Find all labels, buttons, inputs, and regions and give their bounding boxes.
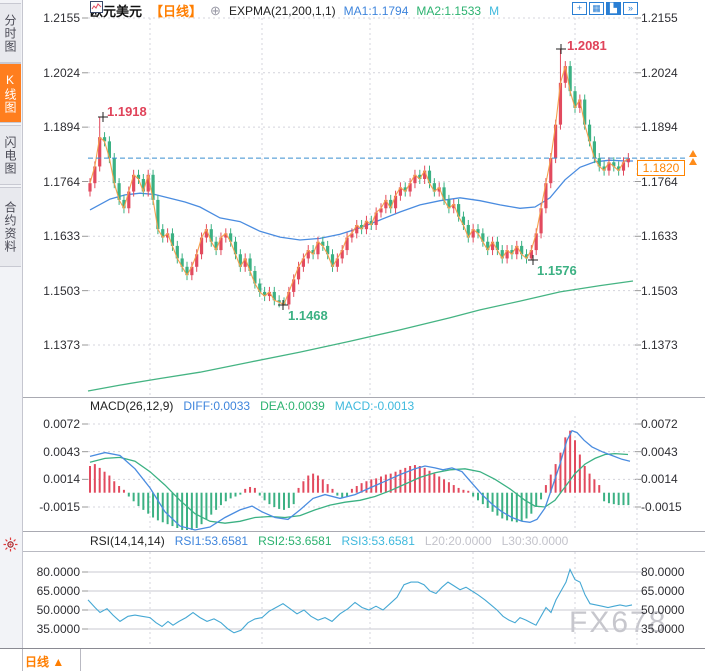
forward-icon[interactable]: » <box>623 2 638 15</box>
indicator-label: EXPMA(21,200,1,1) <box>228 3 336 18</box>
main-y-tick-left: 1.1503 <box>43 283 80 298</box>
triangle-up-icon: ▲ <box>52 655 65 669</box>
rsi-l30-value: L30:30.0000 <box>501 534 569 548</box>
rsi-title: RSI(14,14,14) <box>90 534 165 548</box>
annotation-swing-low: 1.1468 <box>288 308 328 323</box>
rsi-y-tick-right: 80.0000 <box>641 565 685 579</box>
macd-y-tick-right: 0.0072 <box>641 417 678 431</box>
main-y-tick-right: 1.2024 <box>641 65 678 80</box>
macd-diff-value: DIFF:0.0033 <box>183 399 251 413</box>
chart-style-icon[interactable] <box>90 1 103 13</box>
chart-type-sidebar: 分时图 K线图 闪电图 合约资料 <box>0 0 23 648</box>
rsi-y-tick-right: 65.0000 <box>641 584 685 598</box>
macd-y-tick-left: 0.0072 <box>43 417 80 431</box>
main-y-tick-left: 1.2024 <box>43 65 80 80</box>
main-y-tick-right: 1.1764 <box>641 174 678 189</box>
symbol-name: 欧元美元 <box>90 4 143 19</box>
main-y-tick-left: 1.1373 <box>43 338 80 352</box>
add-indicator-icon[interactable]: ⊕ <box>210 2 221 18</box>
macd-y-tick-right: 0.0014 <box>641 472 678 487</box>
grid-layout-icon[interactable]: ▦ <box>589 2 604 15</box>
move-icon[interactable]: + <box>572 2 587 15</box>
rsi-y-tick-right: 35.0000 <box>641 622 685 636</box>
macd-y-tick-left: -0.0015 <box>39 500 80 514</box>
period-selector-label: 日线 <box>25 655 50 669</box>
chart-toolbar: + ▦ ▙ » <box>572 2 638 15</box>
main-y-tick-right: 1.1633 <box>641 229 678 244</box>
annotation-swing-low: 1.1576 <box>537 263 577 278</box>
sidebar-tab-kline[interactable]: K线图 <box>0 63 21 123</box>
main-y-tick-left: 1.1894 <box>43 120 80 135</box>
macd-y-tick-left: 0.0043 <box>43 444 80 459</box>
panes-icon[interactable]: ▙ <box>606 2 621 15</box>
macd-y-tick-right: -0.0015 <box>641 500 682 514</box>
rsi-y-tick-right: 50.0000 <box>641 603 685 617</box>
rsi-y-tick-left: 50.0000 <box>36 603 80 617</box>
macd-y-tick-right: 0.0043 <box>641 444 678 459</box>
sidebar-tab-timeshare[interactable]: 分时图 <box>0 3 21 63</box>
macd-header: MACD(26,12,9) DIFF:0.0033 DEA:0.0039 MAC… <box>90 399 414 413</box>
macd-y-tick-left: 0.0014 <box>43 472 80 487</box>
sidebar-tab-lightning[interactable]: 闪电图 <box>0 125 21 185</box>
main-chart-header: 欧元美元 【日线】 ⊕ EXPMA(21,200,1,1) MA1:1.1794… <box>90 1 499 20</box>
divider <box>22 649 23 671</box>
main-y-tick-left: 1.1633 <box>43 229 80 244</box>
period-selector[interactable]: 日线 ▲ <box>25 653 64 670</box>
m-value: M <box>489 3 500 18</box>
rsi-y-tick-left: 35.0000 <box>36 622 80 636</box>
main-y-tick-left: 1.2155 <box>43 11 80 25</box>
main-y-tick-right: 1.2155 <box>641 11 678 25</box>
rsi-y-tick-left: 65.0000 <box>36 584 80 598</box>
alert-icon[interactable] <box>3 537 18 552</box>
period-label[interactable]: 【日线】 <box>150 4 203 19</box>
annotation-swing-high: 1.2081 <box>567 38 607 53</box>
main-y-tick-right: 1.1503 <box>641 283 678 298</box>
annotation-swing-high: 1.1918 <box>107 104 147 119</box>
macd-value: MACD:-0.0013 <box>334 399 415 413</box>
macd-title: MACD(26,12,9) <box>90 399 174 413</box>
rsi1-value: RSI1:53.6581 <box>174 534 249 548</box>
rsi-y-tick-left: 80.0000 <box>36 565 80 579</box>
rsi3-value: RSI3:53.6581 <box>341 534 415 548</box>
last-price-label: 1.1820 <box>637 160 685 176</box>
sidebar-tab-contract-info[interactable]: 合约资料 <box>0 187 21 267</box>
main-y-tick-right: 1.1373 <box>641 338 678 352</box>
rsi-l20-value: L20:20.0000 <box>424 534 492 548</box>
main-y-tick-left: 1.1764 <box>43 174 80 189</box>
rsi-header: RSI(14,14,14) RSI1:53.6581 RSI2:53.6581 … <box>90 534 568 548</box>
watermark: FX678 <box>569 606 668 639</box>
rsi2-value: RSI2:53.6581 <box>258 534 332 548</box>
ma2-value: MA2:1.1533 <box>416 3 482 18</box>
divider <box>80 649 81 671</box>
time-axis-bar: 日线 ▲ <box>0 648 705 671</box>
ma1-value: MA1:1.1794 <box>343 3 409 18</box>
main-y-tick-right: 1.1894 <box>641 120 678 135</box>
macd-dea-value: DEA:0.0039 <box>260 399 325 413</box>
